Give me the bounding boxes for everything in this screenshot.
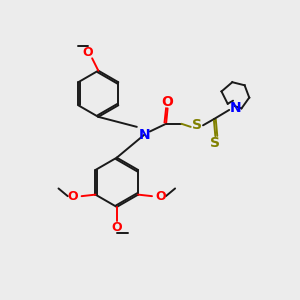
Text: N: N [139, 128, 150, 142]
Text: N: N [230, 101, 241, 116]
Text: O: O [82, 46, 93, 59]
Text: O: O [162, 95, 173, 109]
Text: O: O [155, 190, 166, 203]
Text: O: O [112, 221, 122, 234]
Text: O: O [68, 190, 78, 203]
Text: S: S [210, 136, 220, 150]
Text: S: S [192, 118, 202, 132]
